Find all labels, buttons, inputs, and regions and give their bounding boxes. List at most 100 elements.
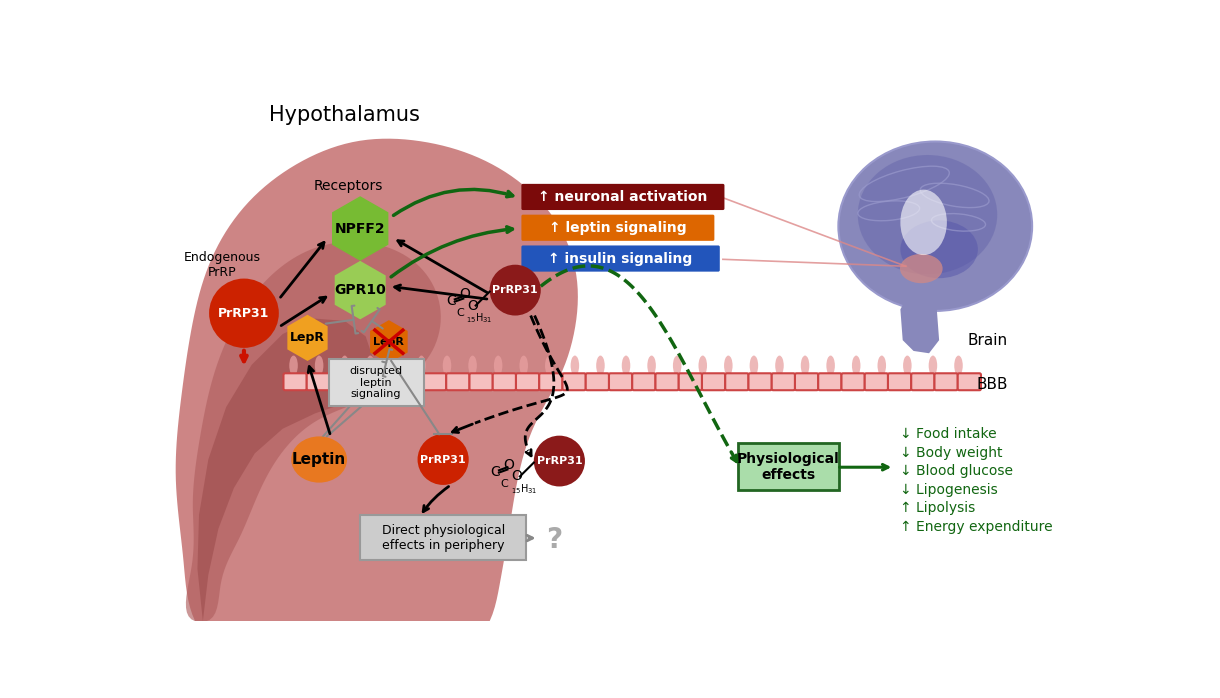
Text: ↑ insulin signaling: ↑ insulin signaling — [549, 251, 693, 265]
FancyBboxPatch shape — [702, 373, 725, 390]
Ellipse shape — [443, 355, 451, 376]
FancyBboxPatch shape — [678, 373, 701, 390]
Ellipse shape — [749, 355, 758, 376]
Ellipse shape — [838, 142, 1032, 311]
Ellipse shape — [800, 355, 809, 376]
Text: PrRP31: PrRP31 — [421, 454, 466, 465]
Ellipse shape — [699, 355, 708, 376]
FancyBboxPatch shape — [865, 373, 888, 390]
Polygon shape — [370, 320, 407, 363]
Ellipse shape — [723, 355, 732, 376]
FancyBboxPatch shape — [521, 246, 720, 272]
Ellipse shape — [858, 155, 997, 274]
Text: C: C — [456, 309, 464, 318]
Text: ↑ leptin signaling: ↑ leptin signaling — [549, 221, 687, 235]
Text: O: O — [504, 458, 515, 472]
Text: ↓ Lipogenesis: ↓ Lipogenesis — [900, 482, 998, 496]
Ellipse shape — [520, 355, 528, 376]
FancyBboxPatch shape — [586, 373, 609, 390]
Text: LepR: LepR — [373, 336, 404, 347]
Ellipse shape — [928, 355, 937, 376]
Text: $_{15}$H$_{31}$: $_{15}$H$_{31}$ — [466, 311, 493, 325]
Text: ↑ Lipolysis: ↑ Lipolysis — [900, 501, 976, 515]
FancyBboxPatch shape — [935, 373, 958, 390]
Circle shape — [417, 434, 468, 485]
Ellipse shape — [852, 355, 860, 376]
Polygon shape — [900, 288, 939, 353]
Text: ↓ Body weight: ↓ Body weight — [900, 445, 1003, 459]
Text: Physiological
effects: Physiological effects — [737, 452, 839, 482]
FancyBboxPatch shape — [400, 373, 423, 390]
Text: LepR: LepR — [290, 332, 325, 344]
FancyBboxPatch shape — [493, 373, 516, 390]
FancyBboxPatch shape — [516, 373, 539, 390]
Text: C: C — [447, 294, 456, 308]
FancyBboxPatch shape — [911, 373, 935, 390]
Ellipse shape — [340, 355, 349, 376]
Ellipse shape — [673, 355, 682, 376]
FancyBboxPatch shape — [772, 373, 795, 390]
Ellipse shape — [468, 355, 477, 376]
Text: Hypothalamus: Hypothalamus — [270, 105, 420, 126]
FancyBboxPatch shape — [725, 373, 749, 390]
FancyBboxPatch shape — [888, 373, 911, 390]
Text: $_{15}$H$_{31}$: $_{15}$H$_{31}$ — [510, 482, 537, 496]
FancyBboxPatch shape — [329, 359, 423, 406]
Text: Brain: Brain — [967, 333, 1008, 348]
Text: ↓ Blood glucose: ↓ Blood glucose — [900, 464, 1014, 478]
Text: disrupted
leptin
signaling: disrupted leptin signaling — [349, 366, 403, 399]
Ellipse shape — [392, 355, 400, 376]
Text: ↑ neuronal activation: ↑ neuronal activation — [538, 190, 708, 204]
FancyBboxPatch shape — [562, 373, 586, 390]
Text: C: C — [490, 465, 500, 479]
Ellipse shape — [900, 221, 978, 279]
Ellipse shape — [289, 355, 298, 376]
Ellipse shape — [775, 355, 783, 376]
Ellipse shape — [648, 355, 656, 376]
Text: Direct physiological
effects in periphery: Direct physiological effects in peripher… — [382, 524, 505, 552]
Ellipse shape — [877, 355, 886, 376]
Circle shape — [534, 436, 584, 487]
Polygon shape — [332, 196, 388, 261]
Polygon shape — [288, 315, 328, 361]
FancyBboxPatch shape — [329, 373, 354, 390]
Polygon shape — [176, 139, 578, 685]
Polygon shape — [334, 261, 386, 320]
FancyBboxPatch shape — [521, 184, 725, 210]
FancyBboxPatch shape — [632, 373, 655, 390]
FancyBboxPatch shape — [360, 515, 526, 560]
Ellipse shape — [315, 355, 323, 376]
Text: BBB: BBB — [976, 376, 1008, 392]
Text: PrRP31: PrRP31 — [537, 456, 582, 466]
Ellipse shape — [597, 355, 605, 376]
Text: Receptors: Receptors — [314, 179, 383, 193]
FancyBboxPatch shape — [958, 373, 981, 390]
FancyBboxPatch shape — [738, 443, 839, 490]
Ellipse shape — [545, 355, 554, 376]
Polygon shape — [185, 242, 440, 622]
Ellipse shape — [292, 436, 346, 482]
FancyBboxPatch shape — [470, 373, 493, 390]
Text: PrRP31: PrRP31 — [493, 285, 538, 295]
Ellipse shape — [954, 355, 963, 376]
FancyBboxPatch shape — [354, 373, 377, 390]
FancyBboxPatch shape — [749, 373, 772, 390]
FancyBboxPatch shape — [819, 373, 842, 390]
Text: Endogenous
PrRP: Endogenous PrRP — [184, 251, 261, 279]
Ellipse shape — [826, 355, 834, 376]
Ellipse shape — [900, 254, 943, 283]
Text: PrRP31: PrRP31 — [218, 306, 270, 320]
Text: C: C — [500, 479, 509, 489]
FancyBboxPatch shape — [447, 373, 470, 390]
Ellipse shape — [900, 190, 947, 255]
FancyBboxPatch shape — [377, 373, 400, 390]
FancyBboxPatch shape — [539, 373, 562, 390]
Text: O: O — [467, 299, 478, 313]
Ellipse shape — [417, 355, 426, 376]
Text: NPFF2: NPFF2 — [334, 221, 386, 235]
Ellipse shape — [494, 355, 503, 376]
Ellipse shape — [571, 355, 580, 376]
Text: ↑ Energy expenditure: ↑ Energy expenditure — [900, 519, 1053, 533]
Ellipse shape — [903, 355, 911, 376]
Text: O: O — [460, 287, 470, 301]
